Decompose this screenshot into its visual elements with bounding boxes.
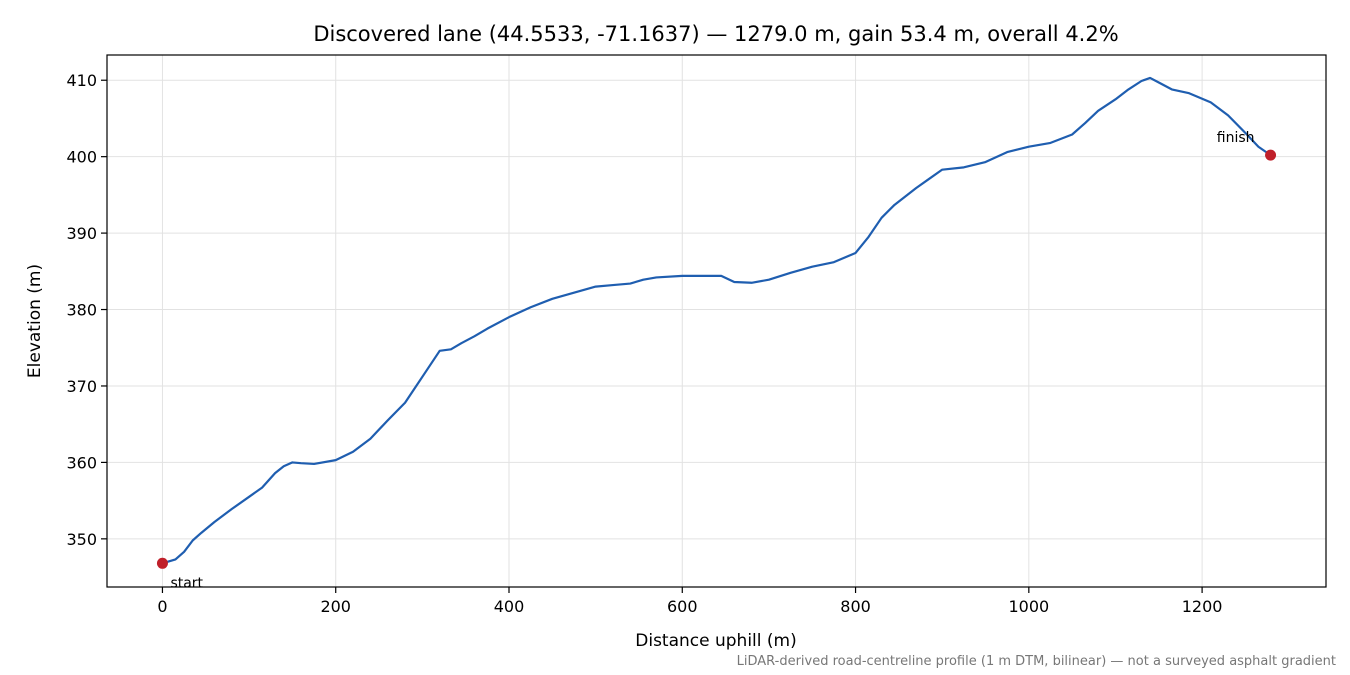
y-tick-label: 350 <box>66 530 97 549</box>
elevation-profile-line <box>161 76 1272 565</box>
y-tick-label: 370 <box>66 377 97 396</box>
x-tick-label: 0 <box>157 597 167 616</box>
y-tick-label: 400 <box>66 148 97 167</box>
y-tick-label: 360 <box>66 453 97 472</box>
y-axis-label: Elevation (m) <box>25 264 45 378</box>
y-tick-label: 410 <box>66 71 97 90</box>
finish-marker <box>1265 149 1277 161</box>
y-tick-label: 380 <box>66 301 97 320</box>
line-layer <box>161 76 1272 565</box>
footnote: LiDAR-derived road-centreline profile (1… <box>737 654 1336 669</box>
x-tick-label: 600 <box>667 597 698 616</box>
y-axis-ticks: 350 360 370 380 390 400 410 <box>66 71 107 549</box>
start-label: start <box>170 575 203 591</box>
chart-title: Discovered lane (44.5533, -71.1637) — 12… <box>313 22 1118 46</box>
plot-frame <box>106 54 1327 588</box>
grid-lines <box>107 55 1326 587</box>
x-tick-label: 1000 <box>1008 597 1049 616</box>
x-tick-label: 200 <box>320 597 351 616</box>
x-tick-label: 800 <box>840 597 871 616</box>
x-tick-label: 400 <box>494 597 525 616</box>
finish-label: finish <box>1217 130 1255 146</box>
y-tick-label: 390 <box>66 224 97 243</box>
start-marker <box>156 557 168 569</box>
x-axis-ticks: 0 200 400 600 800 1000 1200 <box>157 587 1222 616</box>
x-axis-label: Distance uphill (m) <box>635 631 796 651</box>
x-tick-label: 1200 <box>1182 597 1223 616</box>
